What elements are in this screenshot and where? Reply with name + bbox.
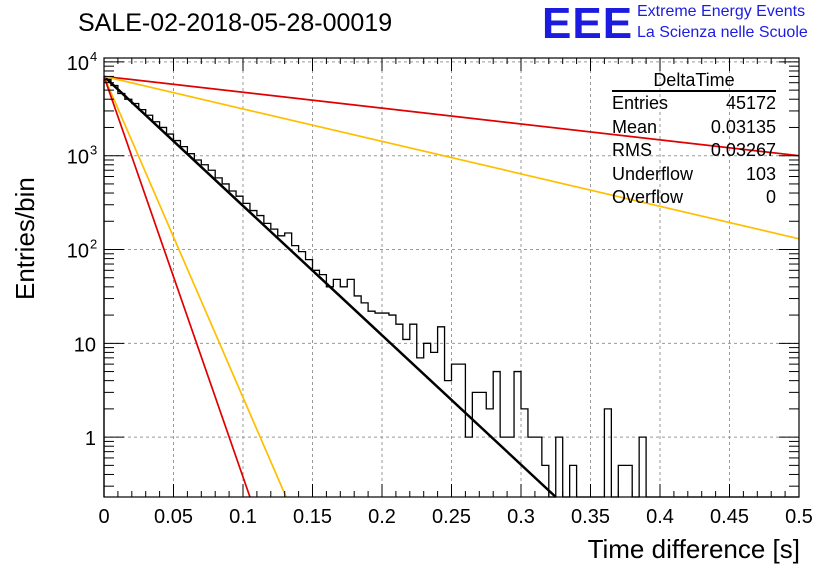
y-tick-exponent: 4 bbox=[90, 49, 97, 64]
axis-ticks bbox=[103, 58, 800, 497]
exponential-line bbox=[103, 75, 800, 240]
x-tick-label: 0.4 bbox=[646, 506, 674, 528]
tick-labels: 0 0.05 0.1 0.15 0.2 0.25 0.3 0.35 0.4 0.45 0.5 1 10 1… bbox=[67, 49, 813, 528]
x-tick-label: 0.5 bbox=[785, 506, 813, 528]
x-tick-label: 0.05 bbox=[154, 506, 193, 528]
x-axis-label: Time difference [s] bbox=[587, 534, 800, 564]
stats-box: DeltaTime Entries 45172 Mean 0.03135 RMS… bbox=[612, 70, 776, 210]
stats-value: 103 bbox=[745, 163, 776, 184]
stats-row: RMS 0.03267 bbox=[612, 139, 776, 163]
eee-logo: EEE bbox=[542, 0, 634, 48]
stats-value: 0.03135 bbox=[710, 116, 776, 137]
stats-row: Mean 0.03135 bbox=[612, 116, 776, 140]
y-tick-label: 10 bbox=[74, 334, 96, 356]
y-tick-label: 10 bbox=[67, 241, 89, 263]
stats-label: Underflow bbox=[612, 163, 694, 184]
x-tick-label: 0.2 bbox=[368, 506, 396, 528]
stats-value: 0 bbox=[765, 187, 776, 208]
y-tick-exponent: 3 bbox=[90, 143, 97, 158]
stats-label: Entries bbox=[612, 93, 669, 113]
y-tick-exponent: 2 bbox=[90, 237, 97, 252]
x-tick-label: 0.25 bbox=[432, 506, 471, 528]
y-tick-label: 1 bbox=[85, 428, 96, 450]
stats-value: 45172 bbox=[725, 93, 776, 113]
stats-label: Overflow bbox=[612, 187, 684, 208]
stats-row: Underflow 103 bbox=[612, 163, 776, 187]
x-tick-label: 0 bbox=[98, 506, 109, 528]
exponential-line bbox=[103, 76, 287, 498]
plot-title: SALE-02-2018-05-28-00019 bbox=[78, 9, 393, 37]
stats-title: DeltaTime bbox=[612, 70, 776, 92]
x-tick-label: 0.3 bbox=[507, 506, 535, 528]
x-tick-label: 0.1 bbox=[229, 506, 257, 528]
exponential-line bbox=[103, 76, 251, 498]
y-axis-label: Entries/bin bbox=[10, 177, 40, 300]
x-tick-label: 0.35 bbox=[571, 506, 610, 528]
stats-row: Overflow 0 bbox=[612, 186, 776, 210]
stats-label: RMS bbox=[612, 140, 652, 161]
eee-subtitle-1: Extreme Energy Events bbox=[637, 3, 806, 20]
stats-value: 0.03267 bbox=[710, 140, 776, 161]
y-tick-label: 10 bbox=[67, 53, 89, 75]
x-tick-label: 0.15 bbox=[293, 506, 332, 528]
eee-subtitle-2: La Scienza nelle Scuole bbox=[637, 24, 808, 41]
stats-label: Mean bbox=[612, 116, 658, 137]
stats-row: Entries 45172 bbox=[612, 92, 776, 116]
x-tick-label: 0.45 bbox=[710, 506, 749, 528]
y-tick-label: 10 bbox=[67, 147, 89, 169]
histogram-outline bbox=[103, 78, 799, 498]
exponential-line bbox=[103, 75, 800, 157]
histogram bbox=[103, 78, 799, 498]
